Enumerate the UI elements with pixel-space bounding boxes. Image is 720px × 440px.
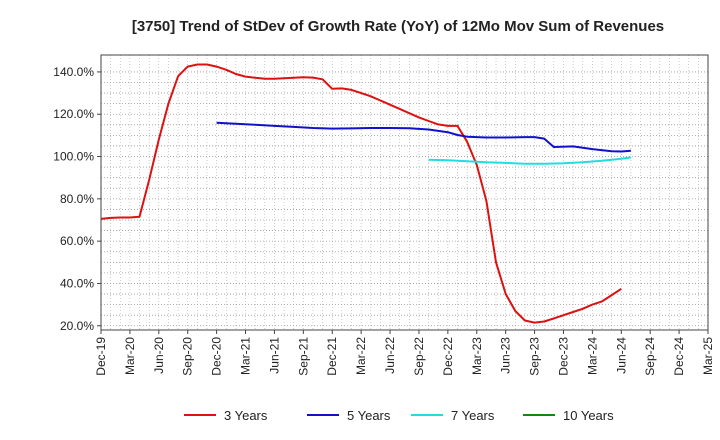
x-tick-label: Dec-20 <box>210 337 224 376</box>
y-tick-label: 140.0% <box>53 65 94 79</box>
series-line-7-years <box>428 156 632 165</box>
y-tick-label: 120.0% <box>53 107 94 121</box>
x-axis: Dec-19 Mar-20 Jun-20 Sep-20 Dec-20 Mar-21 Jun-… <box>94 330 715 376</box>
legend: 3 Years 5 Years 7 Years 10 Years <box>184 408 614 423</box>
x-tick-label: Mar-20 <box>123 337 137 375</box>
x-tick-label: Sep-22 <box>412 337 426 376</box>
x-tick-label: Sep-21 <box>296 337 310 376</box>
plot-frame <box>100 54 709 331</box>
x-tick-label: Mar-22 <box>354 337 368 375</box>
x-tick-label: Dec-21 <box>325 337 339 376</box>
y-tick-label: 80.0% <box>60 192 94 206</box>
series-line-5-years <box>216 121 631 153</box>
legend-label: 5 Years <box>347 408 391 423</box>
legend-label: 7 Years <box>451 408 495 423</box>
x-tick-label: Dec-23 <box>556 337 570 376</box>
y-tick-label: 60.0% <box>60 234 94 248</box>
plot-lines <box>100 63 632 324</box>
y-tick-label: 20.0% <box>60 319 94 333</box>
x-tick-label: Jun-23 <box>499 337 513 374</box>
y-tick-label: 100.0% <box>53 150 94 164</box>
x-tick-label: Dec-24 <box>672 337 686 376</box>
x-tick-label: Dec-19 <box>94 337 108 376</box>
legend-label: 3 Years <box>224 408 268 423</box>
x-tick-label: Mar-24 <box>585 337 599 375</box>
x-tick-label: Jun-22 <box>383 337 397 374</box>
x-tick-label: Jun-21 <box>267 337 281 374</box>
x-tick-label: Jun-20 <box>152 337 166 374</box>
x-tick-label: Sep-23 <box>528 337 542 376</box>
series-line-3-years <box>100 63 622 324</box>
grid <box>100 55 709 330</box>
y-tick-label: 40.0% <box>60 276 94 290</box>
x-tick-label: Sep-24 <box>643 337 657 376</box>
x-tick-label: Dec-22 <box>441 337 455 376</box>
x-tick-label: Mar-23 <box>470 337 484 375</box>
legend-label: 10 Years <box>563 408 614 423</box>
x-tick-label: Mar-21 <box>239 337 253 375</box>
chart-title: [3750] Trend of StDev of Growth Rate (Yo… <box>132 18 664 35</box>
x-tick-label: Mar-25 <box>701 337 715 375</box>
x-tick-label: Jun-24 <box>614 337 628 374</box>
y-axis: 20.0% 40.0% 60.0% 80.0% 100.0% 120.0% 140.0% <box>53 65 101 333</box>
x-tick-label: Sep-20 <box>181 337 195 376</box>
